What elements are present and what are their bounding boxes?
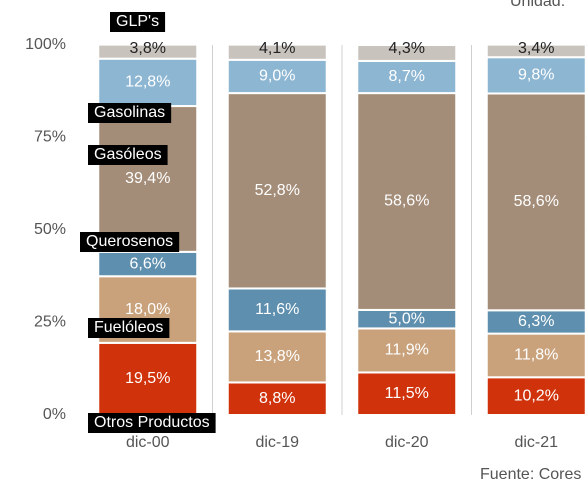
legend-box bbox=[88, 145, 168, 165]
value-label: 11,5% bbox=[385, 385, 429, 402]
value-label: 5,0% bbox=[389, 310, 425, 327]
value-label: 11,6% bbox=[255, 301, 299, 318]
value-label: 4,3% bbox=[389, 40, 425, 57]
x-tick-label: dic-20 bbox=[385, 434, 429, 451]
legend-label: Gasolinas bbox=[94, 104, 165, 121]
value-label: 9,0% bbox=[259, 68, 295, 85]
value-label: 6,6% bbox=[130, 255, 166, 272]
value-label: 18,0% bbox=[125, 301, 170, 318]
legend-label: Querosenos bbox=[86, 233, 173, 250]
value-label: 6,3% bbox=[518, 313, 554, 330]
y-tick-label: 100% bbox=[25, 36, 66, 53]
legend-box bbox=[110, 12, 166, 32]
value-label: 8,8% bbox=[259, 390, 295, 407]
unit-note: Unidad: bbox=[510, 0, 565, 10]
bar-segment bbox=[485, 92, 587, 312]
value-label: 9,8% bbox=[518, 67, 554, 84]
bar-segment bbox=[356, 44, 458, 62]
value-label: 39,4% bbox=[125, 170, 170, 187]
value-label: 19,5% bbox=[125, 370, 170, 387]
y-tick-label: 0% bbox=[43, 406, 66, 423]
value-label: 3,8% bbox=[130, 40, 166, 57]
bar-segment bbox=[97, 43, 199, 60]
bar-segment bbox=[226, 58, 328, 95]
legend-label: GLP's bbox=[116, 13, 159, 30]
value-label: 10,2% bbox=[514, 387, 559, 404]
bar-segment bbox=[226, 43, 328, 61]
x-tick-label: dic-21 bbox=[514, 434, 558, 451]
legend-box bbox=[88, 318, 170, 338]
legend-label: Otros Productos bbox=[94, 414, 210, 431]
source-note: Fuente: Cores bbox=[480, 466, 581, 483]
value-label: 4,1% bbox=[259, 40, 295, 57]
bar-segment bbox=[356, 92, 458, 311]
bar-segment bbox=[97, 250, 199, 278]
value-label: 58,6% bbox=[514, 193, 559, 210]
value-label: 8,7% bbox=[389, 68, 425, 85]
bar-segment bbox=[485, 43, 587, 59]
legend-box bbox=[88, 413, 216, 433]
x-tick-label: dic-19 bbox=[255, 434, 299, 451]
value-label: 58,6% bbox=[384, 193, 429, 210]
bar-segment bbox=[485, 376, 587, 417]
bar-segment bbox=[97, 105, 199, 253]
legend-label: Fuelóleos bbox=[94, 319, 163, 336]
value-label: 3,4% bbox=[518, 40, 554, 57]
y-tick-label: 25% bbox=[34, 314, 66, 331]
value-label: 11,9% bbox=[385, 342, 429, 359]
x-tick-label: dic-00 bbox=[126, 434, 170, 451]
bar-segment bbox=[97, 341, 199, 417]
legend-box bbox=[88, 103, 172, 123]
y-tick-label: 75% bbox=[34, 129, 66, 146]
y-tick-label: 50% bbox=[34, 221, 66, 238]
legend-box bbox=[80, 232, 180, 252]
bar-segment bbox=[226, 92, 328, 290]
value-label: 11,8% bbox=[514, 347, 558, 364]
value-label: 52,8% bbox=[255, 182, 300, 199]
legend-label: Gasóleos bbox=[94, 146, 162, 163]
value-label: 12,8% bbox=[125, 74, 170, 91]
value-label: 13,8% bbox=[255, 348, 300, 365]
bar-segment bbox=[356, 327, 458, 374]
